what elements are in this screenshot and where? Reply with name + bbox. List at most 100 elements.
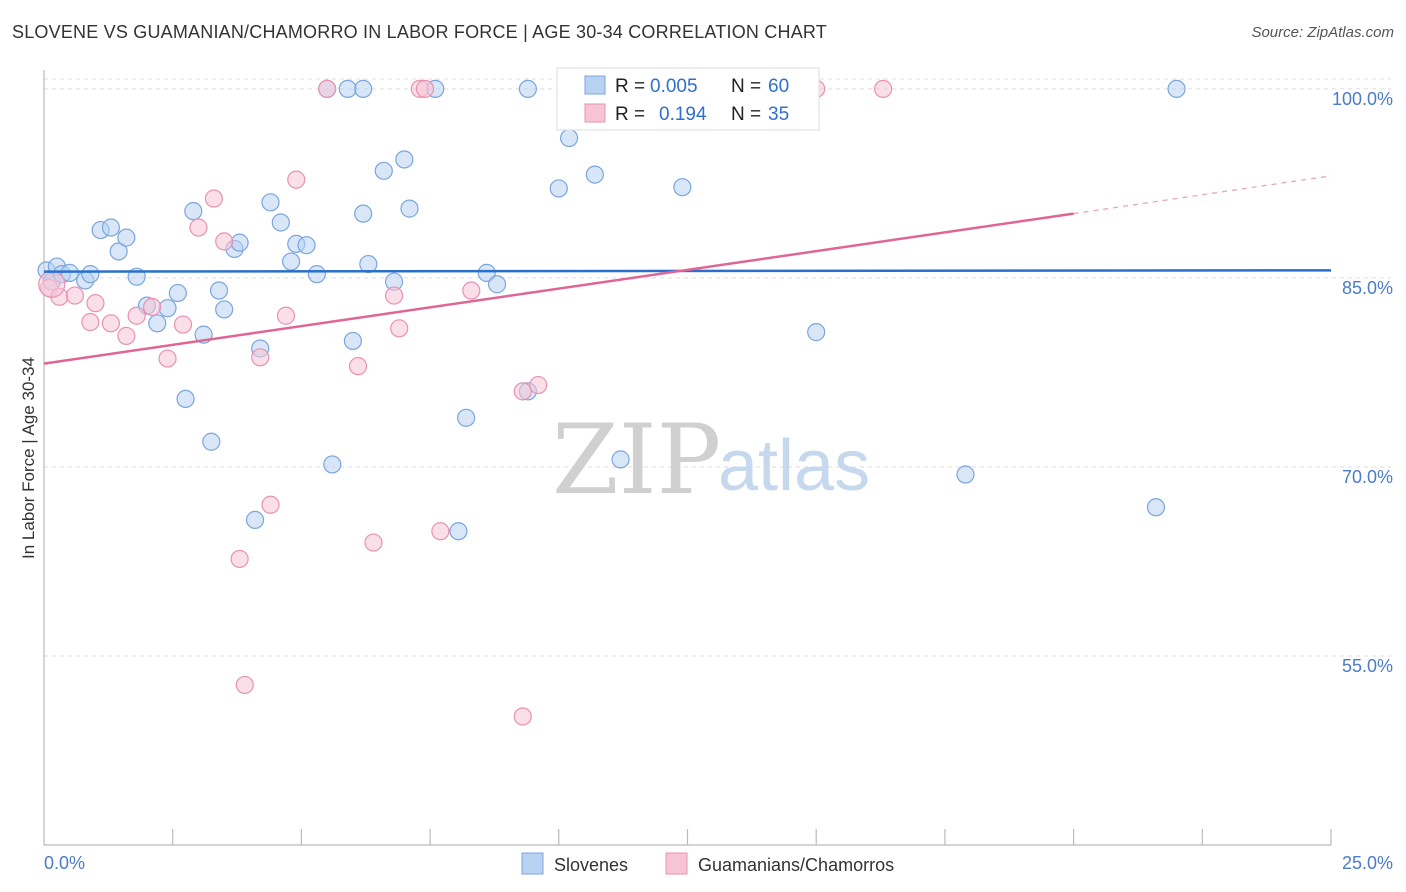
source-credit: Source: ZipAtlas.com <box>1251 24 1394 41</box>
guamanians-point-27 <box>462 281 481 300</box>
slovenes-point-42 <box>457 408 476 427</box>
slovenes-point-59 <box>354 79 373 99</box>
guamanians-point-28 <box>513 382 532 401</box>
bottom-legend: Slovenes Guamanians/Chamorros <box>521 852 894 875</box>
legend-r-value-1: 0.005 <box>650 76 698 97</box>
slovenes-point-31 <box>307 265 326 284</box>
slovenes-point-26 <box>261 193 280 212</box>
slovenes-point-45 <box>518 79 538 99</box>
slovenes-point-13 <box>148 314 167 333</box>
legend-swatch-pink <box>584 103 606 123</box>
guamanians-point-29 <box>529 375 548 395</box>
chart-title: SLOVENE VS GUAMANIAN/CHAMORRO IN LABOR F… <box>12 22 827 42</box>
guamanians-point-7 <box>127 306 146 325</box>
slovenes-point-24 <box>245 510 265 529</box>
bottom-legend-swatch-guamanians <box>665 852 688 875</box>
guamanians-point-4 <box>86 294 105 313</box>
slovenes-point-23 <box>230 233 249 252</box>
guamanians-point-2 <box>65 286 84 305</box>
bottom-legend-swatch-slovenes <box>521 852 544 875</box>
guamanians-point-10 <box>173 315 193 334</box>
x-tick-label-min: 0.0% <box>44 853 85 873</box>
slovenes-point-4 <box>60 263 79 282</box>
y-tick-label-55: 55.0% <box>1342 656 1393 676</box>
slovenes-point-44 <box>487 275 507 294</box>
guamanians-point-24 <box>390 319 409 338</box>
slovenes-point-48 <box>559 128 579 148</box>
slovenes-point-8 <box>101 218 121 237</box>
legend-r-label-1: R = <box>615 76 645 97</box>
guamanians-point-30 <box>513 707 532 726</box>
watermark: ZIP atlas <box>552 404 870 516</box>
series-guamanians-points <box>38 79 893 726</box>
slovenes-point-43 <box>477 263 496 282</box>
guamanians-point-19 <box>287 170 306 189</box>
legend-n-label-2: N = <box>731 104 761 125</box>
slovenes-point-33 <box>338 79 357 99</box>
guamanians-point-12 <box>204 189 223 208</box>
guamanians-point-14 <box>230 549 249 569</box>
watermark-atlas: atlas <box>718 426 870 506</box>
y-axis-label: In Labor Force | Age 30-34 <box>19 357 38 559</box>
slovenes-point-19 <box>202 432 221 451</box>
guamanians-point-20 <box>318 79 337 99</box>
slovenes-point-20 <box>209 281 229 300</box>
series-slovenes-points <box>37 79 1186 541</box>
slovenes-point-17 <box>184 202 203 221</box>
slovenes-point-47 <box>549 179 568 198</box>
x-tick-label-max: 25.0% <box>1342 853 1393 873</box>
guamanians-point-5 <box>101 314 121 333</box>
guamanians-point-21 <box>348 357 368 376</box>
slovenes-point-32 <box>323 455 342 474</box>
guamanians-point-33 <box>874 79 893 99</box>
guamanians-point-9 <box>158 349 177 368</box>
slovenes-point-56 <box>449 522 468 541</box>
guamanians-point-15 <box>235 675 254 695</box>
slovenes-point-16 <box>176 389 195 409</box>
slovenes-point-51 <box>673 178 692 197</box>
trend-lines <box>43 175 1332 365</box>
guamanians-point-6 <box>117 326 136 345</box>
slovenes-point-21 <box>215 300 234 319</box>
y-tick-label-85: 85.0% <box>1342 278 1393 298</box>
guamanians-point-22 <box>364 533 383 552</box>
bottom-legend-label-slovenes: Slovenes <box>554 855 628 875</box>
y-tick-label-70: 70.0% <box>1342 467 1393 487</box>
slovenes-point-36 <box>359 254 378 274</box>
guamanians-point-34 <box>415 79 435 99</box>
slovenes-point-34 <box>343 331 362 351</box>
legend-swatch-blue <box>584 75 606 95</box>
slovenes-point-9 <box>109 242 128 261</box>
guamanians-point-26 <box>431 522 450 541</box>
slovenes-point-15 <box>168 283 187 303</box>
slovenes-point-10 <box>117 228 136 247</box>
y-tick-label-100: 100.0% <box>1332 89 1393 109</box>
slovenes-point-27 <box>271 213 290 232</box>
legend-r-label-2: R = <box>615 104 645 125</box>
y-tick-labels: 55.0% 70.0% 85.0% 100.0% <box>1332 89 1393 676</box>
legend-n-label-1: N = <box>731 76 761 97</box>
legend-r-value-2: 0.194 <box>659 104 707 125</box>
slovenes-point-53 <box>956 465 975 484</box>
guamanians-point-18 <box>276 306 296 325</box>
slovenes-point-50 <box>611 450 630 469</box>
slovenes-point-54 <box>1146 498 1166 517</box>
slovenes-point-52 <box>807 323 826 342</box>
slovenes-point-30 <box>297 236 316 255</box>
legend-n-value-1: 60 <box>768 76 789 97</box>
slovenes-point-14 <box>158 299 177 318</box>
gridlines <box>44 78 1391 657</box>
watermark-zip: ZIP <box>552 404 721 516</box>
slovenes-point-28 <box>282 252 301 271</box>
guamanians-point-17 <box>261 495 280 514</box>
guamanians-point-11 <box>189 218 208 237</box>
slovenes-point-37 <box>374 161 393 180</box>
bottom-legend-label-guamanians: Guamanians/Chamorros <box>698 855 894 875</box>
x-tick-marks <box>172 829 1332 845</box>
legend-n-value-2: 35 <box>768 104 789 125</box>
guamanians-point-8 <box>143 297 162 317</box>
guamanians-point-16 <box>251 348 270 367</box>
slovenes-point-55 <box>1167 79 1186 99</box>
legend-box: R = 0.005 N = 60 R = 0.194 N = 35 <box>556 67 820 131</box>
